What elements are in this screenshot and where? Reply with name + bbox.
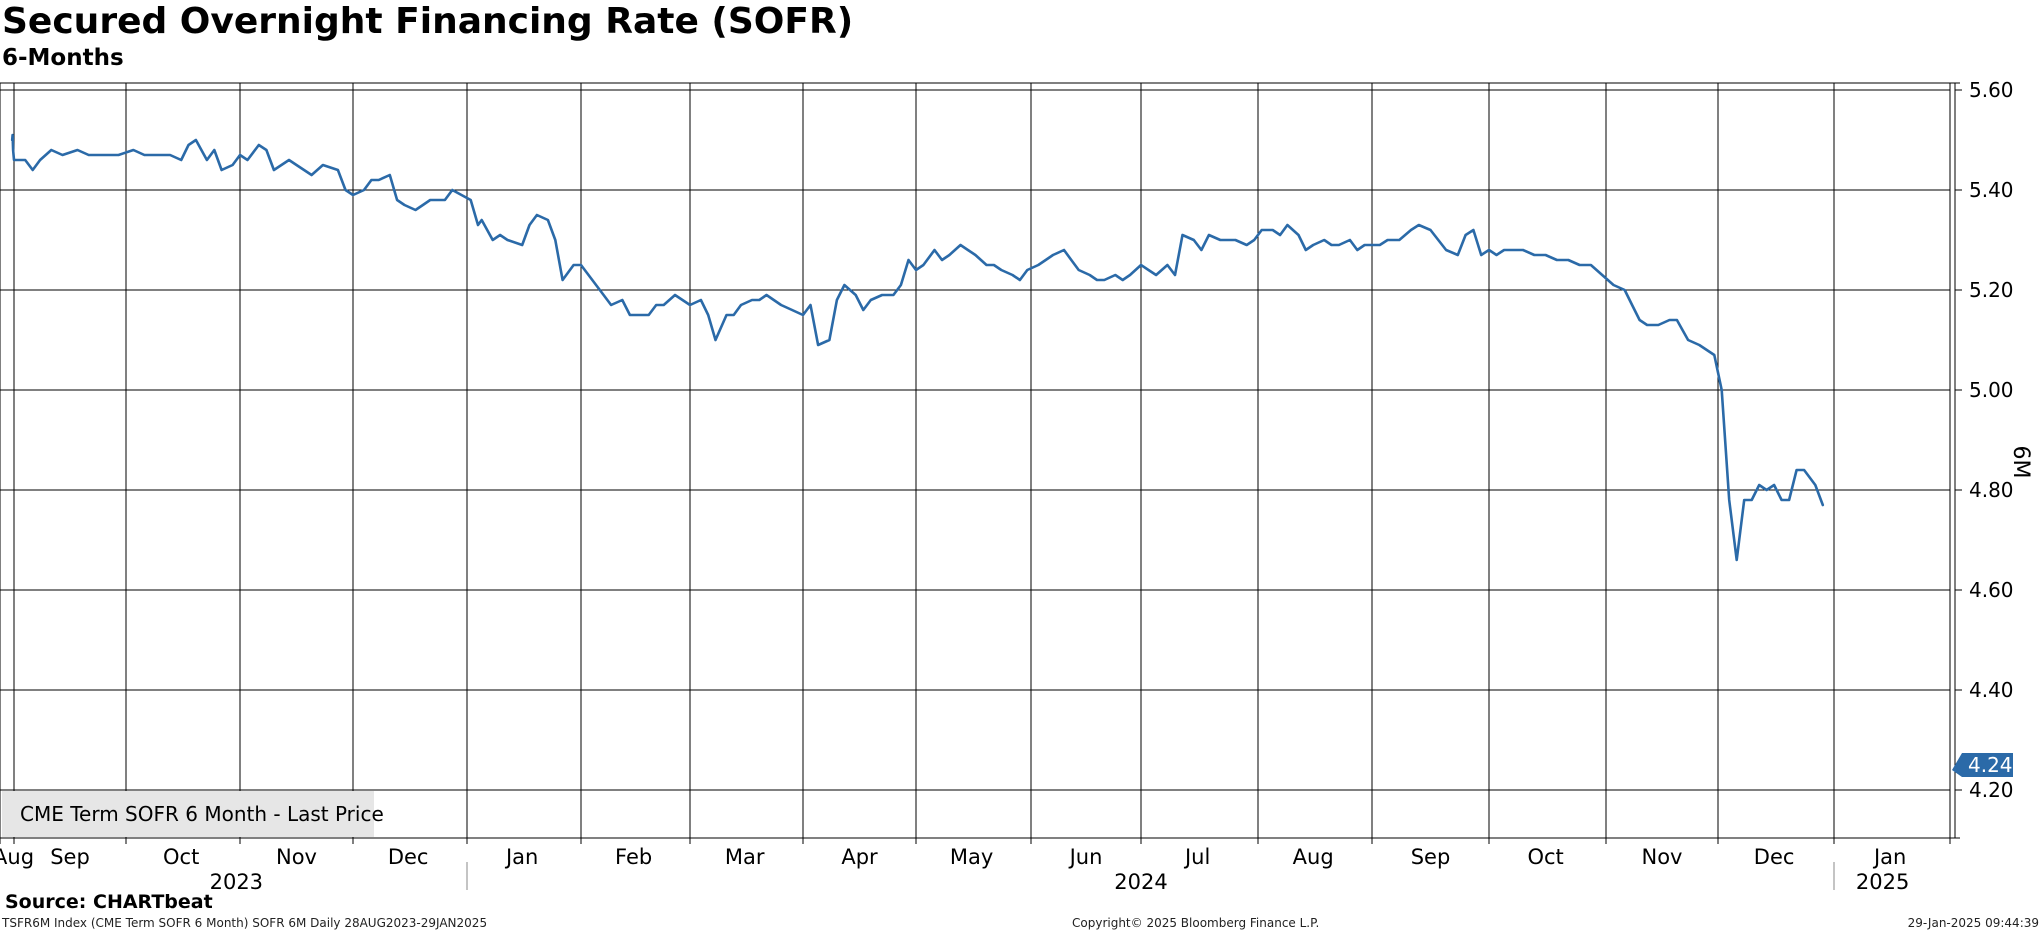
series-line <box>10 133 1825 562</box>
x-month-label: May <box>950 845 993 869</box>
x-month-label: Jun <box>1068 845 1103 869</box>
x-month-label: Aug <box>1293 845 1334 869</box>
legend-label: CME Term SOFR 6 Month - Last Price <box>20 802 384 826</box>
x-month-label: Sep <box>1411 845 1451 869</box>
x-month-label: Jul <box>1183 845 1210 869</box>
grid-lines <box>0 82 1960 839</box>
x-month-label: Aug <box>0 845 34 869</box>
source-note: Source: CHARTbeat <box>5 891 213 913</box>
axes <box>0 83 1962 890</box>
legend: CME Term SOFR 6 Month - Last Price <box>2 791 384 837</box>
x-month-label: Sep <box>50 845 90 869</box>
index-info: TSFR6M Index (CME Term SOFR 6 Month) SOF… <box>2 916 488 930</box>
badge-shape <box>1952 753 2013 777</box>
y-tick-label: 5.00 <box>1969 378 2014 402</box>
last-price-badge: 4.24 <box>1952 753 2013 777</box>
x-month-label: Jan <box>1872 845 1906 869</box>
x-year-label: 2023 <box>210 870 263 894</box>
badge-value: 4.24 <box>1968 753 2013 777</box>
y-tick-label: 4.80 <box>1969 478 2014 502</box>
x-year-label: 2025 <box>1856 870 1909 894</box>
x-month-label: Oct <box>1527 845 1563 869</box>
axis-labels: 4.20 4.40 4.60 4.80 5.00 5.20 5.40 5.60 Aug Sep Oc… <box>0 78 2033 894</box>
y-tick-label: 5.60 <box>1969 78 2014 102</box>
x-month-label: Jan <box>504 845 538 869</box>
x-month-label: Nov <box>1642 845 1683 869</box>
series-layer <box>10 133 1825 562</box>
y-tick-label: 4.60 <box>1969 578 2014 602</box>
copyright-note: Copyright© 2025 Bloomberg Finance L.P. <box>1072 916 1320 930</box>
x-month-label: Oct <box>163 845 199 869</box>
y-tick-label: 4.20 <box>1969 778 2014 802</box>
x-month-label: Dec <box>388 845 429 869</box>
chart-subtitle: 6-Months <box>2 45 124 71</box>
x-month-label: Mar <box>725 845 765 869</box>
x-month-label: Dec <box>1754 845 1795 869</box>
y-tick-label: 5.40 <box>1969 178 2014 202</box>
x-month-label: Apr <box>841 845 878 869</box>
y-tick-label: 5.20 <box>1969 278 2014 302</box>
chart-title: Secured Overnight Financing Rate (SOFR) <box>2 1 854 42</box>
y-tick-label: 4.40 <box>1969 678 2014 702</box>
x-month-label: Feb <box>615 845 652 869</box>
x-year-label: 2024 <box>1114 870 1167 894</box>
y-axis-title: 6M <box>2008 446 2033 479</box>
x-month-label: Nov <box>276 845 317 869</box>
timestamp: 29-Jan-2025 09:44:39 <box>1907 916 2039 930</box>
